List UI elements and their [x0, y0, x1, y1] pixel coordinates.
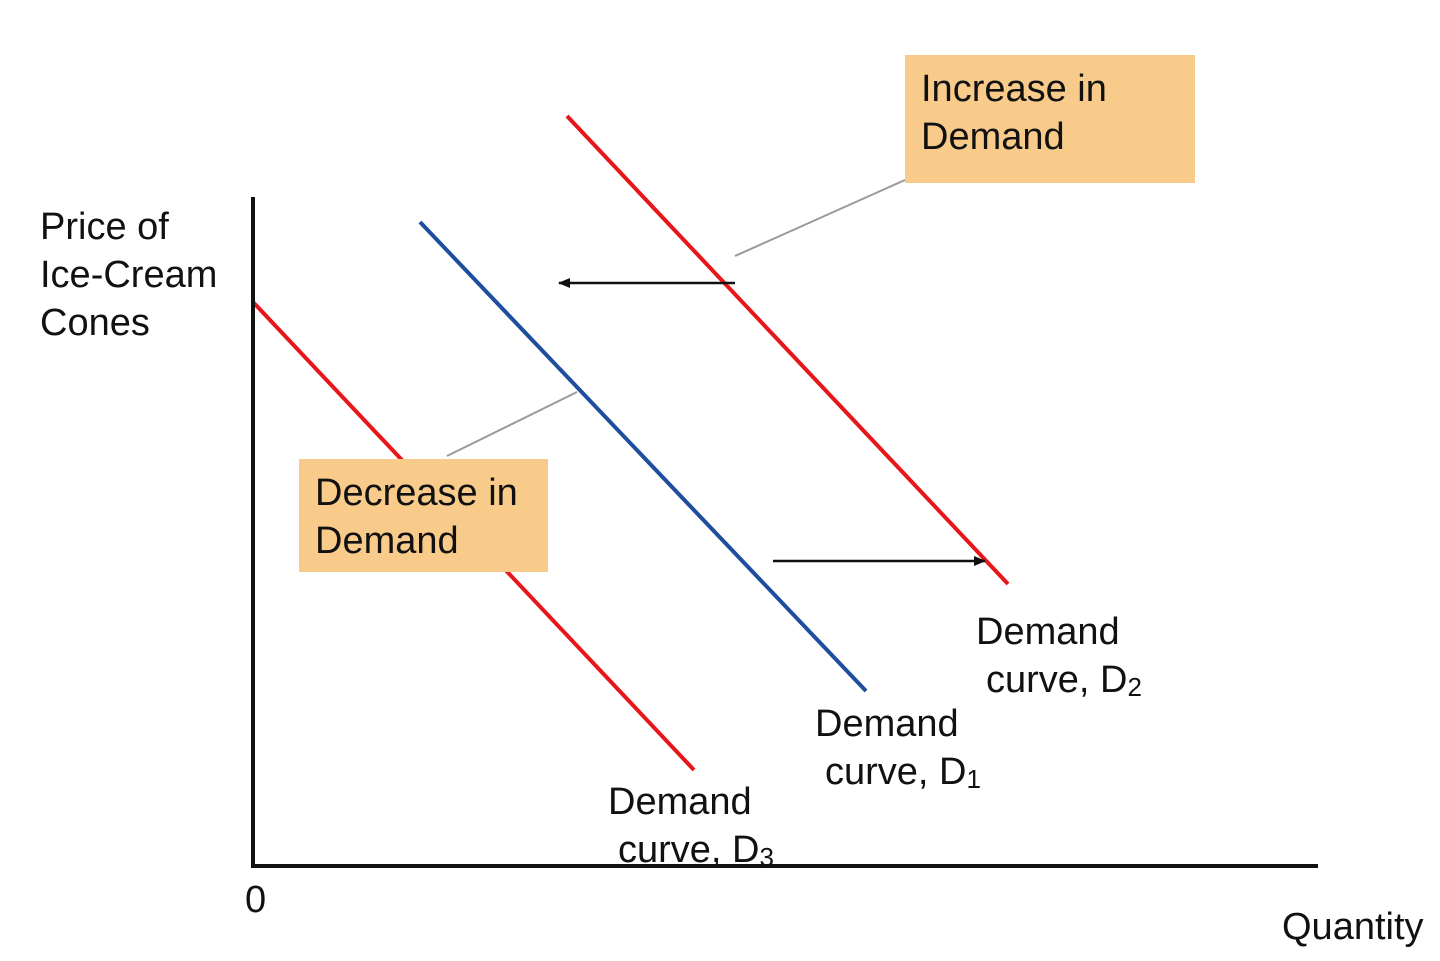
origin-label: 0 [245, 879, 267, 921]
x-axis-label: Quantity [1282, 906, 1424, 948]
y-axis-label-line-2: Ice-Cream [40, 254, 218, 296]
increase-in-demand-callout: Increase in Demand [905, 55, 1195, 183]
y-axis-label-line-1: Price of [40, 206, 169, 248]
y-axis-label: Price of Ice-Cream Cones [40, 203, 217, 347]
decrease-callout-line-2: Demand [315, 520, 459, 562]
decrease-in-demand-callout: Decrease in Demand [299, 459, 548, 572]
d1-label-line-2: curve, D [825, 751, 967, 793]
increase-leader-line [734, 179, 906, 257]
demand-curve-d1 [418, 220, 868, 693]
demand-curve-d1-label: Demand curve, D1 [815, 700, 981, 796]
demand-curve-d3-label: Demand curve, D3 [608, 778, 774, 874]
d2-label-subscript: 2 [1127, 672, 1142, 702]
decrease-leader-line [446, 391, 578, 457]
d3-label-line-1: Demand [608, 781, 752, 823]
d1-label-subscript: 1 [966, 764, 981, 794]
demand-curve-d2 [565, 114, 1010, 586]
d1-label-line-1: Demand [815, 703, 959, 745]
y-axis-label-line-3: Cones [40, 302, 150, 344]
increase-callout-line-2: Demand [921, 116, 1065, 158]
demand-curve-d2-label: Demand curve, D2 [976, 608, 1142, 704]
increase-callout-line-1: Increase in [921, 68, 1107, 110]
d3-label-subscript: 3 [759, 842, 774, 872]
d2-label-line-2: curve, D [986, 659, 1128, 701]
decrease-callout-line-1: Decrease in [315, 472, 518, 514]
d2-label-line-1: Demand [976, 611, 1120, 653]
d3-label-line-2: curve, D [618, 829, 760, 871]
